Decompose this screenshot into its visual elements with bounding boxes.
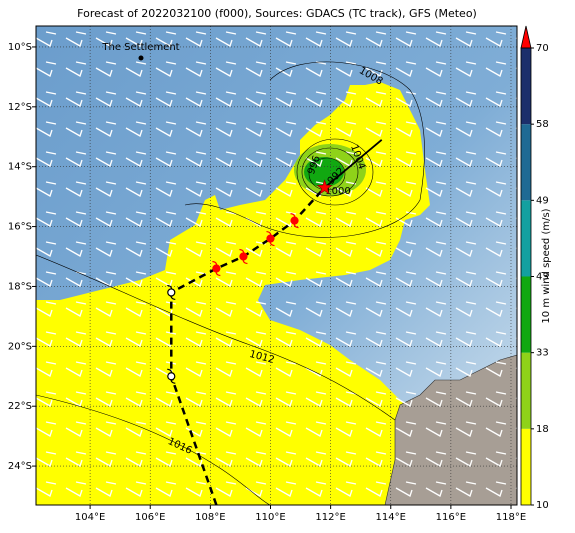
colorbar-segment bbox=[521, 428, 531, 505]
colorbar-tick-label: 43 bbox=[536, 272, 549, 283]
colorbar-label: 10 m wind speed (m/s) bbox=[541, 208, 552, 323]
y-tick-label: 14°S bbox=[8, 162, 32, 173]
y-tick-label: 12°S bbox=[8, 102, 32, 113]
current-position bbox=[316, 179, 333, 195]
colorbar-segment bbox=[521, 352, 531, 429]
y-tick-label: 20°S bbox=[8, 341, 32, 352]
colorbar-segment bbox=[521, 124, 531, 201]
x-tick-label: 114°E bbox=[376, 512, 406, 523]
title: Forecast of 2022032100 (f000), Sources: … bbox=[77, 7, 477, 20]
place-marker bbox=[138, 55, 144, 61]
forecast-line bbox=[324, 139, 383, 189]
x-tick-label: 112°E bbox=[315, 512, 345, 523]
y-tick-label: 22°S bbox=[8, 401, 32, 412]
track-point bbox=[239, 252, 248, 261]
track-point bbox=[167, 372, 176, 381]
isobar bbox=[184, 61, 425, 238]
colorbar-tick-label: 10 bbox=[536, 500, 549, 511]
colorbar-segment bbox=[521, 200, 531, 277]
track-line bbox=[170, 186, 326, 505]
track-point bbox=[266, 234, 275, 243]
track-point bbox=[290, 216, 299, 225]
colorbar-tick-label: 58 bbox=[536, 119, 549, 130]
colorbar-tick-label: 70 bbox=[536, 43, 549, 54]
x-tick-label: 118°E bbox=[496, 512, 526, 523]
colorbar-segment bbox=[521, 276, 531, 353]
y-tick-label: 16°S bbox=[8, 222, 32, 233]
y-tick-label: 18°S bbox=[8, 281, 32, 292]
y-tick-label: 24°S bbox=[8, 461, 32, 472]
x-tick-label: 106°E bbox=[135, 512, 165, 523]
colorbar-extend bbox=[520, 25, 532, 49]
x-tick-label: 116°E bbox=[436, 512, 466, 523]
colorbar-tick-label: 49 bbox=[536, 195, 549, 206]
x-tick-label: 104°E bbox=[75, 512, 105, 523]
colorbar-tick-label: 18 bbox=[536, 424, 549, 435]
wind-barbs bbox=[36, 26, 517, 505]
track-point bbox=[167, 288, 176, 297]
isobar bbox=[301, 147, 359, 197]
x-tick-label: 110°E bbox=[255, 512, 285, 523]
colorbar-segment bbox=[521, 48, 531, 125]
track-point bbox=[212, 264, 221, 273]
map-area: The Settlement 1008101210161004100099699… bbox=[36, 26, 517, 505]
isobar-label: 1000 bbox=[325, 186, 350, 197]
map-frame bbox=[35, 25, 518, 506]
y-tick-label: 10°S bbox=[8, 42, 32, 53]
x-tick-label: 108°E bbox=[195, 512, 225, 523]
colorbar-tick-label: 33 bbox=[536, 348, 549, 359]
place-label: The Settlement bbox=[101, 42, 179, 53]
isobar bbox=[296, 138, 374, 206]
isobar bbox=[36, 394, 271, 505]
isobar bbox=[36, 254, 396, 421]
